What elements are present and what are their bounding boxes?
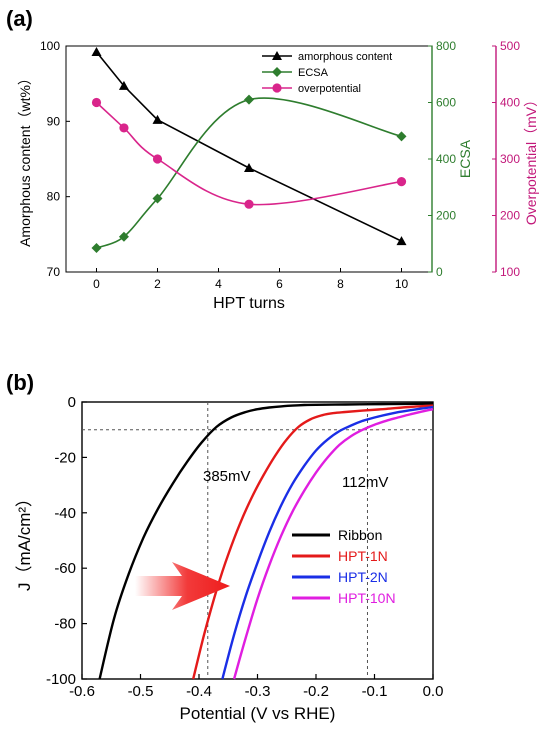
legend-amorphous-content-marker [272, 51, 282, 60]
overpotential-line [95, 101, 402, 206]
panel-b-y-tick-label: -60 [54, 560, 76, 577]
hpt10-overpotential-annotation: 112mV [342, 474, 388, 491]
arrow-icon [135, 562, 230, 610]
panel-a-ecsa-tick-label: 600 [436, 96, 456, 110]
panel-a-overpotential-tick-label: 100 [500, 265, 520, 279]
panel-b-x-tick-label: -0.6 [69, 683, 95, 700]
panel-a-overpotential-tick-label: 500 [500, 39, 520, 53]
panel-a: (a) 0 2 4 6 8 10 70 80 90 100 0 200 400 600 800 100 200 3… [6, 6, 539, 312]
panel-b-reference-lines [82, 402, 433, 679]
overpotential-point [91, 97, 102, 108]
amorphous-content-point [244, 163, 254, 173]
amorphous-content-line [95, 51, 402, 242]
panel-a-ecsa-tick-label: 200 [436, 209, 456, 223]
panel-b-y-axis-title: J（mA/cm²） [15, 490, 34, 591]
panel-b-x-tick-label: -0.3 [245, 683, 271, 700]
panel-a-ecsa-axis-title: ECSA [457, 139, 473, 178]
hpt-2n-curve [221, 405, 434, 680]
panel-a-overpotential-tick-label: 300 [500, 152, 520, 166]
legend-overpotential-label: overpotential [298, 83, 361, 95]
ecsa-line [96, 97, 402, 249]
panel-a-left-tick-label: 90 [47, 114, 61, 128]
panel-b-x-tick-label: -0.1 [362, 683, 388, 700]
arrow-icon-shape [135, 562, 230, 610]
panel-a-ecsa-tick-label: 800 [436, 39, 456, 53]
hpt-1n-curve [192, 404, 434, 680]
panel-a-axes: 0 2 4 6 8 10 70 80 90 100 0 200 400 600 800 100 200 300 40… [40, 39, 520, 291]
panel-a-left-tick-label: 70 [47, 265, 61, 279]
legend-ecsa-marker [272, 67, 282, 77]
panel-a-x-tick-label: 10 [395, 277, 409, 291]
panel-b-y-tick-label: -80 [54, 616, 76, 633]
panel-a-label: (a) [6, 6, 33, 31]
panel-a-ecsa-tick-label: 0 [436, 265, 443, 279]
panel-a-overpotential-tick-label: 400 [500, 96, 520, 110]
amorphous-content-point [118, 80, 129, 90]
ecsa-point [244, 94, 254, 105]
legend-hpt-10n-label: HPT-10N [338, 590, 396, 606]
panel-b: (b) -0.6 -0.5 -0.4 -0.3 -0.2 -0.1 0.0 0 -20 -40 -6… [6, 370, 443, 723]
ecsa-point [91, 242, 102, 253]
panel-a-x-tick-label: 2 [154, 277, 161, 291]
ecsa-point [152, 193, 163, 204]
ecsa-point [118, 231, 129, 242]
legend-ribbon-label: Ribbon [338, 527, 382, 543]
legend-amorphous-content-label: amorphous content [298, 51, 392, 63]
panel-a-x-tick-label: 6 [276, 277, 283, 291]
panel-a-left-tick-label: 100 [40, 39, 60, 53]
amorphous-content-point [152, 114, 163, 124]
legend-hpt-2n-label: HPT-2N [338, 569, 388, 585]
panel-b-y-tick-label: 0 [68, 394, 76, 411]
overpotential-point [152, 154, 163, 164]
panel-b-y-tick-label: -40 [54, 505, 76, 522]
panel-b-y-tick-label: -20 [54, 449, 76, 466]
hpt-10n-curve [232, 408, 434, 680]
panel-b-axes: -0.6 -0.5 -0.4 -0.3 -0.2 -0.1 0.0 0 -20 -40 -60 -80… [46, 394, 443, 700]
panel-a-series [91, 47, 407, 253]
panel-a-x-axis-title: HPT turns [213, 295, 285, 312]
legend-hpt-1n-label: HPT-1N [338, 548, 388, 564]
panel-b-x-axis-title: Potential (V vs RHE) [180, 704, 336, 723]
ribbon-curve [98, 402, 434, 680]
panel-a-x-tick-label: 0 [93, 277, 100, 291]
panel-b-legend: Ribbon HPT-1N HPT-2N HPT-10N [292, 527, 396, 606]
amorphous-content-point [91, 47, 102, 57]
panel-b-x-tick-label: -0.4 [186, 683, 212, 700]
panel-b-label: (b) [6, 370, 34, 395]
panel-b-x-tick-label: 0.0 [423, 683, 444, 700]
panel-b-x-tick-label: -0.5 [128, 683, 154, 700]
overpotential-point [244, 199, 254, 209]
panel-a-overpotential-tick-label: 200 [500, 209, 520, 223]
panel-a-x-tick-label: 8 [337, 277, 344, 291]
panel-b-series [98, 402, 434, 680]
overpotential-point [396, 177, 407, 187]
amorphous-content-point [396, 236, 407, 246]
overpotential-point [119, 123, 129, 133]
legend-ecsa-label: ECSA [298, 67, 329, 79]
panel-b-y-tick-label: -100 [46, 671, 76, 688]
panel-a-overpotential-axis-title: Overpotential（mV） [523, 93, 539, 225]
panel-a-x-tick-label: 4 [215, 277, 222, 291]
panel-a-left-axis-title: Amorphous content（wt%） [17, 71, 33, 247]
legend-overpotential-marker [272, 83, 282, 93]
ribbon-overpotential-annotation: 385mV [203, 468, 251, 485]
panel-a-legend: amorphous content ECSA overpotential [262, 51, 392, 95]
ecsa-point [396, 131, 407, 142]
panel-a-ecsa-tick-label: 400 [436, 152, 456, 166]
panel-b-x-tick-label: -0.2 [303, 683, 329, 700]
panel-a-left-tick-label: 80 [47, 190, 61, 204]
